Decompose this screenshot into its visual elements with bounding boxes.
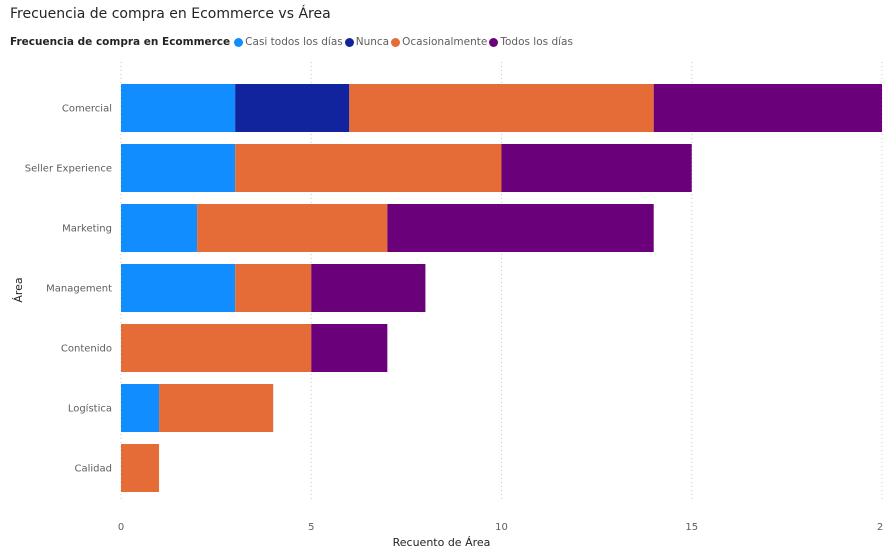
x-tick-label: 10 bbox=[495, 522, 508, 533]
legend-marker bbox=[391, 37, 401, 47]
x-tick-label: 5 bbox=[308, 522, 314, 533]
y-tick-label: Calidad bbox=[75, 464, 113, 475]
bar-segment[interactable] bbox=[349, 84, 654, 132]
legend-item[interactable]: Nunca bbox=[344, 36, 390, 48]
legend-label: Casi todos los días bbox=[245, 36, 343, 48]
bar-segment[interactable] bbox=[501, 144, 692, 192]
bar-segment[interactable] bbox=[159, 384, 274, 432]
bar-segment[interactable] bbox=[121, 264, 236, 312]
y-tick-label: Marketing bbox=[62, 224, 112, 235]
bars bbox=[121, 84, 882, 492]
y-tick-label: Contenido bbox=[61, 344, 112, 355]
bar-segment[interactable] bbox=[235, 144, 502, 192]
y-tick-label: Management bbox=[46, 284, 112, 295]
bar-segment[interactable] bbox=[653, 84, 882, 132]
gridlines bbox=[120, 62, 883, 500]
x-tick-labels: 0 5 10 15 2 bbox=[118, 522, 883, 533]
y-tick-label: Seller Experience bbox=[25, 164, 112, 175]
legend-label: Todos los días bbox=[500, 36, 573, 48]
x-tick-label: 0 bbox=[118, 522, 124, 533]
y-tick-label: Comercial bbox=[62, 104, 112, 115]
legend-title: Frecuencia de compra en Ecommerce bbox=[10, 36, 231, 48]
x-axis-title: Recuento de Área bbox=[393, 536, 491, 549]
bar-segment[interactable] bbox=[121, 144, 236, 192]
legend-label: Ocasionalmente bbox=[402, 36, 488, 48]
legend-marker bbox=[234, 37, 244, 47]
y-tick-labels: Comercial Seller Experience Marketing Manag… bbox=[25, 104, 112, 475]
legend-item[interactable]: Casi todos los días bbox=[234, 36, 343, 48]
bar-segment[interactable] bbox=[387, 204, 654, 252]
legend: Frecuencia de compra en Ecommerce Casi t… bbox=[10, 36, 575, 48]
bar-segment[interactable] bbox=[121, 204, 198, 252]
bar-segment[interactable] bbox=[311, 264, 426, 312]
legend-marker bbox=[344, 37, 354, 47]
bar-segment[interactable] bbox=[311, 324, 388, 372]
y-tick-label: Logística bbox=[68, 403, 112, 415]
x-tick-label: 2 bbox=[877, 522, 883, 533]
legend-marker bbox=[489, 37, 499, 47]
bar-segment[interactable] bbox=[121, 384, 160, 432]
bar-segment[interactable] bbox=[121, 84, 236, 132]
bar-segment[interactable] bbox=[121, 324, 312, 372]
bar-segment[interactable] bbox=[121, 444, 160, 492]
bar-segment[interactable] bbox=[235, 264, 312, 312]
y-axis-title: Área bbox=[12, 277, 25, 302]
x-tick-label: 15 bbox=[685, 522, 698, 533]
chart-title: Frecuencia de compra en Ecommerce vs Áre… bbox=[10, 6, 331, 22]
legend-item[interactable]: Todos los días bbox=[489, 36, 573, 48]
bar-segment[interactable] bbox=[235, 84, 350, 132]
legend-item[interactable]: Ocasionalmente bbox=[391, 36, 487, 48]
legend-label: Nunca bbox=[355, 36, 390, 48]
legend-items: Casi todos los días Nunca Ocasionalmente To… bbox=[234, 36, 575, 48]
bar-segment[interactable] bbox=[197, 204, 388, 252]
